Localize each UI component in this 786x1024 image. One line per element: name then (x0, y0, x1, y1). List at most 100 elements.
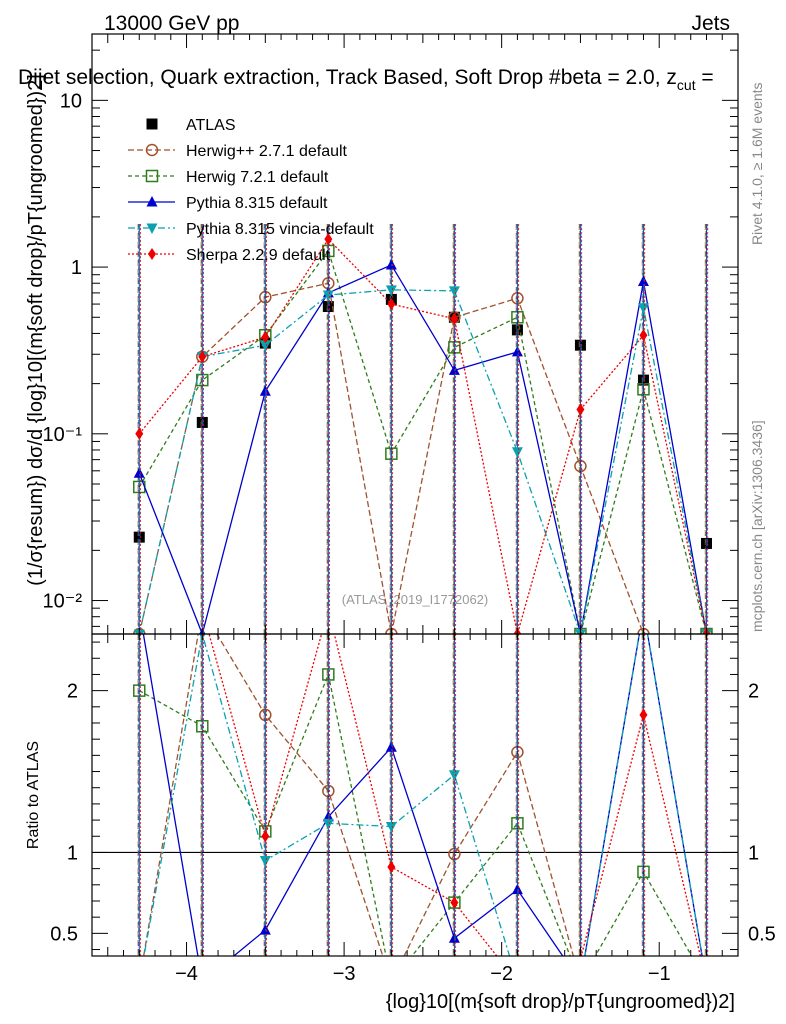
series-3-main (133, 224, 710, 634)
legend-marker (146, 196, 158, 207)
legend-label: Pythia 8.315 vincia-default (186, 221, 374, 238)
ratio-point (448, 932, 460, 943)
data-point (511, 447, 523, 458)
legend-marker (146, 118, 158, 130)
data-series (133, 224, 713, 988)
plot-title-sub: cut (677, 77, 696, 93)
series-1-ratio (134, 634, 712, 987)
ratio-axis-label: Ratio to ATLAS (25, 741, 42, 849)
legend-label: Herwig++ 2.7.1 default (186, 143, 348, 160)
data-point (324, 233, 333, 246)
ratio-point (259, 924, 271, 935)
data-point (259, 340, 271, 352)
ratio-point (575, 976, 586, 987)
category-label: Jets (691, 12, 730, 35)
legend: ATLAS Herwig++ 2.7.1 default Herwig 7.2.1 … (128, 117, 374, 264)
data-point (448, 364, 460, 375)
watermark: (ATLAS_2019_I1772062) (342, 592, 488, 607)
legend-marker (146, 223, 158, 234)
data-point (511, 345, 523, 357)
series-2-main (133, 224, 713, 634)
y-tick-label: 10⁻² (43, 591, 83, 613)
legend-label: Herwig 7.2.1 default (186, 169, 329, 186)
ratio-point (513, 976, 521, 988)
x-tick-label: −4 (175, 963, 198, 985)
ratio-point (134, 977, 145, 988)
ratio-line (142, 634, 575, 956)
series-4-main (133, 224, 712, 634)
data-point (385, 285, 397, 296)
ratio-line (142, 634, 703, 956)
ratio-line (138, 672, 693, 956)
series-5 (135, 224, 711, 988)
data-point (385, 258, 397, 270)
ratio-point (575, 976, 586, 987)
series-line (138, 264, 708, 634)
ratio-point (134, 976, 145, 987)
plot-title-main: Dijet selection, Quark extraction, Track… (18, 66, 677, 89)
ratio-point (322, 810, 334, 822)
series-5-ratio (139, 634, 710, 988)
series-2-ratio (133, 634, 707, 987)
side-label-rivet: Rivet 4.1.0, ≥ 1.6M events (749, 82, 765, 245)
ratio-point (450, 896, 459, 909)
side-label-mcplots: mcplots.cern.ch [arXiv:1306.3436] (749, 420, 765, 632)
series-line (138, 282, 707, 634)
y-tick-label: 10 (60, 90, 82, 112)
legend-entry: Sherpa 2.2.9 default (128, 247, 331, 264)
legend-entry: Pythia 8.315 vincia-default (128, 221, 374, 238)
data-point (259, 385, 271, 396)
ratio-y-tick-label-right: 2 (748, 681, 759, 703)
data-point (576, 403, 585, 416)
ratio-point (701, 977, 712, 988)
energy-label: 13000 GeV pp (104, 12, 239, 35)
x-tick-label: −3 (333, 963, 356, 985)
y-tick-label: 10⁻¹ (43, 424, 83, 446)
legend-entry: Pythia 8.315 default (128, 195, 328, 212)
ratio-point (385, 822, 397, 833)
ratio-point (259, 856, 271, 867)
series-3-ratio (138, 634, 712, 987)
ratio-y-tick-label: 2 (67, 681, 78, 703)
data-point (261, 331, 270, 344)
axes: −4 −3 −2 −1 10⁻² 10⁻¹ 1 10 0.5 0.5 1 1 2 2 {log}10[(m{… (25, 33, 776, 1013)
x-axis-label: {log}10[(m{soft drop}/pT{ungroomed})2] (386, 991, 735, 1013)
legend-label: Pythia 8.315 default (186, 195, 328, 212)
legend-label: Sherpa 2.2.9 default (186, 247, 331, 264)
ratio-point (702, 976, 710, 988)
legend-entry: Herwig 7.2.1 default (128, 169, 329, 186)
x-tick-label: −2 (490, 963, 513, 985)
data-point (450, 312, 459, 325)
data-point (322, 290, 334, 302)
ratio-y-tick-label-right: 1 (748, 842, 759, 864)
ratio-point (322, 818, 334, 830)
series-line (138, 289, 708, 634)
legend-marker (145, 143, 159, 157)
ratio-frame (91, 633, 739, 957)
legend-marker (145, 169, 159, 183)
ratio-point (701, 976, 712, 987)
series-0-main (133, 293, 712, 549)
ratio-point (575, 976, 586, 987)
ratio-point (701, 976, 712, 987)
data-point (133, 467, 145, 478)
y-tick-label: 1 (71, 257, 82, 279)
x-tick-label: −1 (648, 963, 671, 985)
plot-title-end: = (696, 66, 714, 89)
ratio-y-tick-label: 1 (67, 842, 78, 864)
y-axis-label: (1/σ{resum}) dσ/d {log}10[(m{soft drop}/… (25, 74, 47, 586)
ratio-point (386, 976, 397, 987)
data-point (637, 275, 649, 286)
ratio-point (386, 976, 397, 987)
ratio-point (448, 770, 460, 781)
ratio-point (511, 883, 523, 895)
ratio-point (385, 741, 397, 752)
ratio-point (639, 708, 648, 721)
series-0 (133, 293, 712, 549)
ratio-point (575, 977, 586, 988)
ratio-line (143, 634, 703, 956)
ratio-point (261, 830, 270, 843)
series-line (138, 238, 708, 634)
data-point (198, 350, 207, 363)
